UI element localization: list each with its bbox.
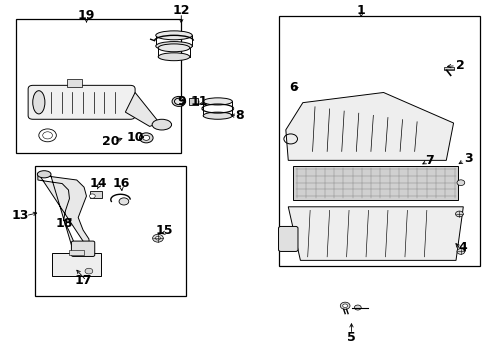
Bar: [35, 166, 186, 296]
Polygon shape: [38, 173, 90, 251]
Ellipse shape: [158, 53, 189, 61]
Ellipse shape: [37, 171, 51, 178]
Text: 12: 12: [172, 4, 190, 17]
Text: 19: 19: [78, 9, 95, 22]
Polygon shape: [287, 207, 462, 260]
Bar: [278, 16, 479, 266]
Circle shape: [455, 211, 462, 217]
Text: 20: 20: [102, 135, 119, 148]
Bar: [67, 79, 81, 87]
Ellipse shape: [174, 98, 183, 105]
Text: 4: 4: [458, 241, 467, 255]
Bar: [90, 191, 102, 198]
Text: 3: 3: [463, 152, 471, 165]
Circle shape: [456, 180, 464, 185]
Text: 7: 7: [424, 154, 433, 167]
Text: 13: 13: [11, 209, 28, 222]
Circle shape: [152, 234, 163, 242]
Polygon shape: [285, 93, 453, 160]
Bar: [443, 67, 453, 70]
Ellipse shape: [156, 31, 192, 40]
Ellipse shape: [172, 96, 185, 107]
Ellipse shape: [203, 98, 232, 105]
Bar: [52, 253, 101, 276]
Circle shape: [139, 133, 153, 143]
Circle shape: [354, 305, 361, 310]
Bar: [69, 249, 84, 255]
Circle shape: [340, 302, 349, 309]
Bar: [16, 19, 181, 153]
Circle shape: [85, 268, 93, 274]
Text: 17: 17: [74, 274, 92, 287]
Text: 1: 1: [356, 4, 365, 17]
Circle shape: [119, 198, 128, 205]
Text: 11: 11: [191, 95, 208, 108]
Circle shape: [142, 135, 149, 140]
Text: 18: 18: [56, 217, 73, 230]
Text: 6: 6: [288, 81, 297, 94]
Circle shape: [456, 249, 464, 254]
Text: 2: 2: [456, 59, 464, 72]
Text: 5: 5: [346, 331, 355, 344]
Text: 8: 8: [235, 109, 244, 122]
Text: 14: 14: [90, 177, 107, 190]
Text: 10: 10: [126, 131, 143, 144]
Ellipse shape: [33, 91, 45, 114]
Circle shape: [342, 304, 347, 307]
FancyBboxPatch shape: [71, 241, 95, 256]
Text: 9: 9: [177, 95, 185, 108]
Ellipse shape: [158, 44, 189, 52]
FancyBboxPatch shape: [28, 85, 135, 119]
Circle shape: [155, 237, 160, 240]
Polygon shape: [125, 93, 159, 126]
Bar: [188, 98, 198, 105]
Bar: [292, 166, 458, 200]
Text: 15: 15: [155, 224, 173, 237]
Ellipse shape: [152, 119, 171, 130]
Text: 16: 16: [113, 177, 130, 190]
Ellipse shape: [156, 41, 192, 50]
Circle shape: [89, 194, 95, 198]
Ellipse shape: [203, 112, 232, 119]
FancyBboxPatch shape: [278, 226, 297, 251]
